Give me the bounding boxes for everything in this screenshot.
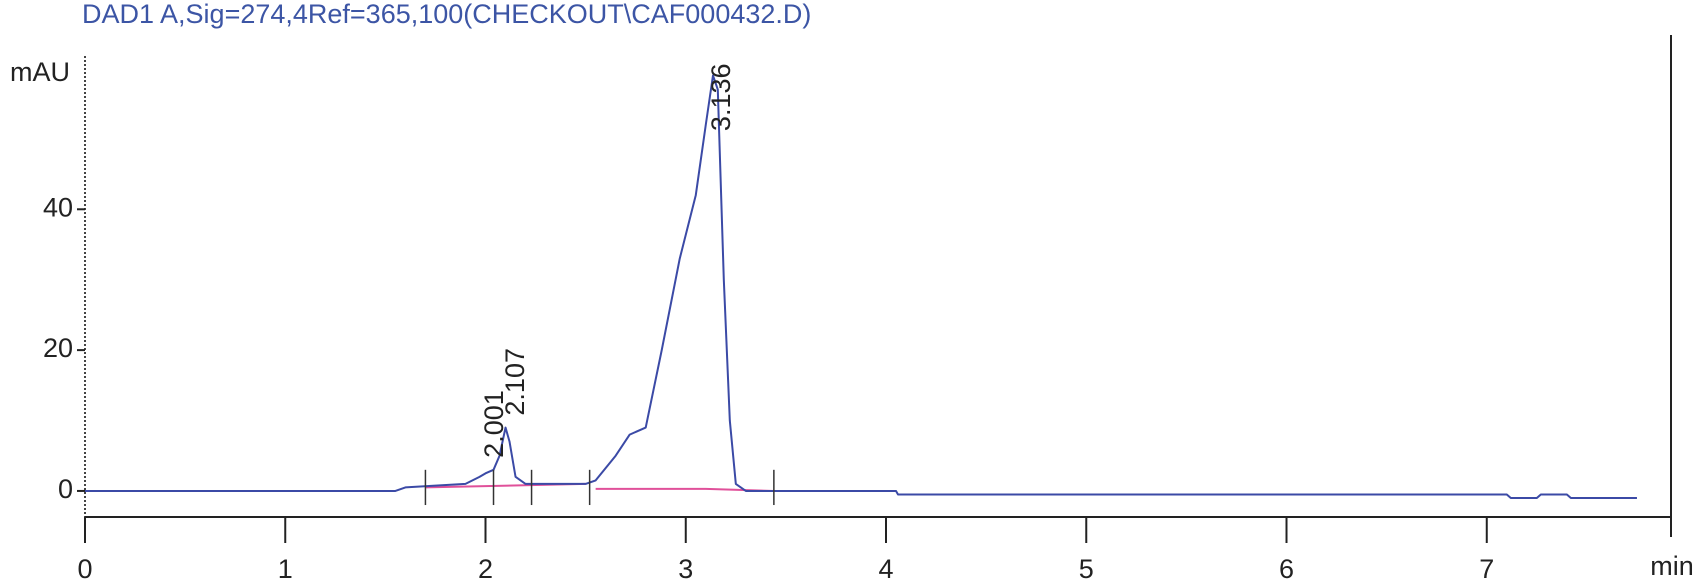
chart-title: DAD1 A,Sig=274,4Ref=365,100(CHECKOUT\CAF… — [82, 0, 811, 29]
x-tick-label: 5 — [1079, 554, 1094, 583]
x-tick-label: 7 — [1479, 554, 1494, 583]
peak-label: 2.001 — [479, 390, 509, 458]
x-axis-label: min — [1650, 551, 1694, 581]
trace — [85, 74, 1637, 499]
peak-label: 2.107 — [500, 348, 530, 416]
x-tick-label: 6 — [1279, 554, 1294, 583]
peak-label: 3.136 — [706, 63, 736, 131]
y-tick-label: 0 — [58, 474, 73, 504]
y-tick-label: 20 — [43, 333, 73, 363]
x-tick-label: 2 — [478, 554, 493, 583]
y-tick-label: 40 — [43, 192, 73, 222]
x-tick-label: 3 — [678, 554, 693, 583]
x-tick-label: 0 — [77, 554, 92, 583]
y-axis-label: mAU — [10, 57, 70, 87]
x-tick-label: 1 — [278, 554, 293, 583]
x-tick-label: 4 — [878, 554, 893, 583]
